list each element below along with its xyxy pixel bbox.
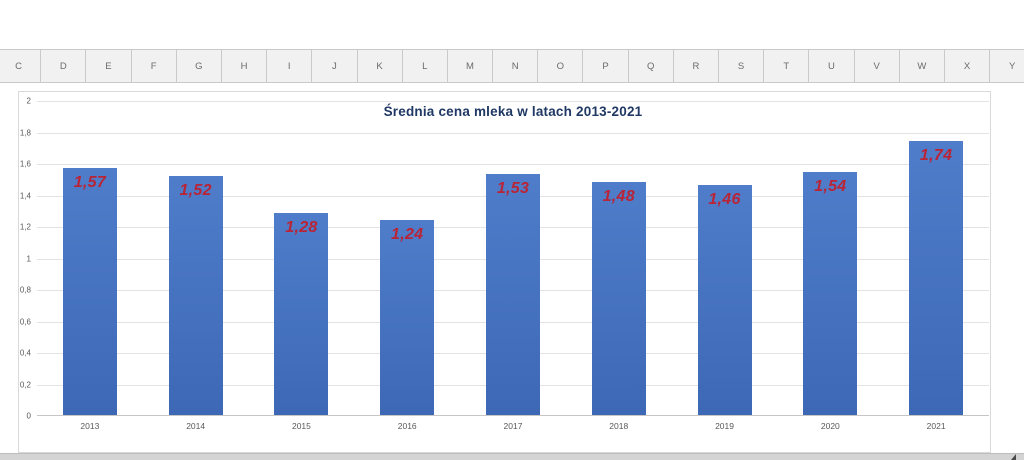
x-axis-label-2017: 2017 (503, 421, 523, 431)
category-slot-2017: 1,53 2017 (460, 101, 566, 431)
bar-2014[interactable]: 1,52 (168, 175, 223, 415)
bar-2021[interactable]: 1,74 (909, 140, 964, 415)
scrollbar-arrow-icon[interactable] (1011, 454, 1016, 460)
y-axis-tick-label: 0,8 (19, 285, 31, 295)
column-header-K[interactable]: K (357, 50, 403, 82)
column-header-Q[interactable]: Q (628, 50, 674, 82)
column-header-I[interactable]: I (267, 50, 313, 82)
data-label-2014: 1,52 (179, 181, 212, 199)
x-axis-label-2021: 2021 (926, 421, 946, 431)
gridline (37, 132, 989, 134)
column-header-L[interactable]: L (402, 50, 448, 82)
bar-2015[interactable]: 1,28 (274, 213, 329, 415)
column-header-W[interactable]: W (899, 50, 945, 82)
bar-2018[interactable]: 1,48 (591, 181, 646, 415)
column-header-Y[interactable]: Y (990, 50, 1024, 82)
y-axis-tick-label: 1,2 (19, 222, 31, 232)
category-slot-2021: 1,74 2021 (883, 101, 989, 431)
data-label-2016: 1,24 (391, 225, 424, 243)
data-label-2015: 1,28 (285, 219, 318, 237)
column-header-E[interactable]: E (86, 50, 132, 82)
column-header-X[interactable]: X (944, 50, 991, 82)
bar-2013[interactable]: 1,57 (62, 167, 117, 415)
column-header-U[interactable]: U (809, 50, 855, 82)
column-header-S[interactable]: S (719, 50, 765, 82)
y-axis-tick-label: 0,2 (19, 380, 31, 389)
data-label-2018: 1,48 (602, 187, 635, 205)
category-slot-2013: 1,57 2013 (37, 101, 143, 431)
x-axis-label-2020: 2020 (820, 421, 840, 431)
horizontal-scrollbar[interactable] (0, 453, 1024, 460)
bar-2019[interactable]: 1,46 (697, 185, 752, 415)
category-slot-2014: 1,52 2014 (143, 101, 249, 431)
column-header-C[interactable]: C (0, 50, 42, 82)
y-axis-tick-label: 1 (26, 254, 31, 263)
category-slot-2015: 1,28 2015 (249, 101, 355, 431)
data-label-2019: 1,46 (708, 191, 741, 209)
column-header-D[interactable]: D (41, 50, 87, 82)
y-axis-tick-label: 0,6 (19, 317, 31, 326)
column-header-F[interactable]: F (131, 50, 177, 82)
column-header-R[interactable]: R (673, 50, 719, 82)
data-label-2013: 1,57 (73, 173, 107, 191)
y-axis-tick-label: 1,4 (19, 191, 31, 200)
column-header-T[interactable]: T (764, 50, 810, 82)
plot-area: 2 1,8 1,6 1,4 1,2 1 0,8 0,6 0,4 0,2 0 1,57 2013 1,52 2… (20, 97, 989, 431)
gridline (37, 101, 989, 102)
y-axis-tick-label: 1,6 (19, 159, 31, 169)
bar-2016[interactable]: 1,24 (380, 219, 435, 415)
data-label-2020: 1,54 (814, 178, 847, 196)
y-axis-tick-label: 1,8 (19, 128, 31, 137)
column-header-G[interactable]: G (176, 50, 222, 82)
x-axis-label-2013: 2013 (80, 421, 100, 431)
category-slot-2019: 1,46 2019 (672, 101, 778, 431)
column-header-V[interactable]: V (854, 50, 900, 82)
x-axis-label-2019: 2019 (715, 421, 734, 431)
x-axis-label-2018: 2018 (609, 421, 629, 431)
column-header-N[interactable]: N (493, 50, 539, 82)
y-axis-tick-label: 0 (26, 411, 31, 421)
category-slot-2016: 1,24 2016 (354, 101, 460, 431)
data-label-2017: 1,53 (496, 180, 530, 198)
gridline (37, 164, 989, 165)
column-header-O[interactable]: O (538, 50, 584, 82)
y-axis-tick-label: 2 (26, 96, 31, 106)
data-label-2021: 1,74 (919, 146, 953, 164)
category-slot-2020: 1,54 2020 (777, 101, 883, 431)
column-header-J[interactable]: J (312, 50, 358, 82)
column-header-M[interactable]: M (447, 50, 494, 82)
y-axis-tick-label: 0,4 (19, 348, 31, 358)
x-axis-label-2016: 2016 (397, 421, 417, 431)
column-header-H[interactable]: H (221, 50, 268, 82)
category-slot-2018: 1,48 2018 (566, 101, 672, 431)
x-axis-label-2015: 2015 (291, 421, 311, 431)
column-header-P[interactable]: P (583, 50, 629, 82)
bar-2020[interactable]: 1,54 (803, 172, 858, 415)
bar-2017[interactable]: 1,53 (485, 174, 540, 415)
chart-title: Średnia cena mleka w latach 2013-2021 (383, 104, 643, 119)
x-axis-label-2014: 2014 (186, 421, 206, 431)
